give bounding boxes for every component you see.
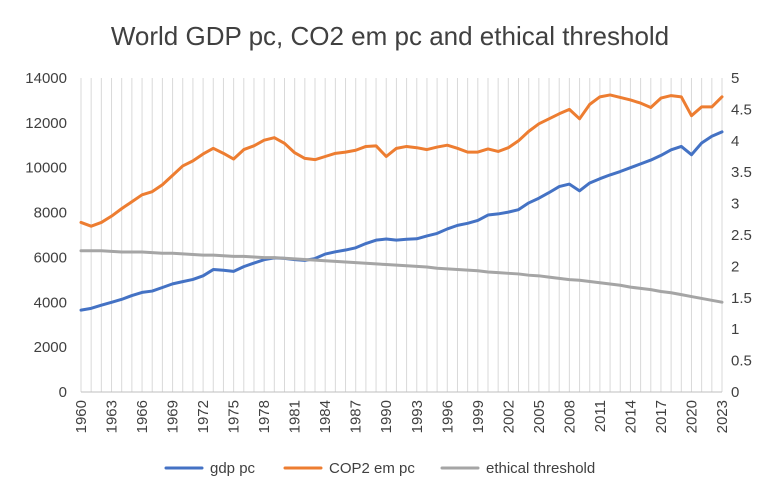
y-tick-label: 6000 <box>34 249 67 266</box>
series-line-cop2-em-pc <box>79 93 724 228</box>
y2-tick-label: 5 <box>731 70 739 87</box>
x-tick-label: 2005 <box>531 400 548 433</box>
x-tick-label: 1993 <box>409 400 426 433</box>
legend-label: gdp pc <box>210 460 256 477</box>
x-tick-label: 1996 <box>439 400 456 433</box>
series-line-gdp-pc <box>79 130 724 312</box>
legend-label: ethical threshold <box>486 460 595 477</box>
x-tick-label: 1984 <box>317 400 334 433</box>
x-tick-label: 2014 <box>622 400 639 433</box>
legend-item-gdp-pc: gdp pc <box>164 460 256 477</box>
x-tick-label: 1978 <box>256 400 273 433</box>
x-tick-label: 1999 <box>470 400 487 433</box>
y2-tick-label: 0 <box>731 384 739 401</box>
y2-tick-label: 0.5 <box>731 353 752 370</box>
y-tick-label: 2000 <box>34 339 67 356</box>
series-lines <box>79 93 724 312</box>
x-tick-label: 1975 <box>226 400 243 433</box>
x-tick-label: 1981 <box>287 400 304 433</box>
y2-tick-label: 1.5 <box>731 290 752 307</box>
gridlines <box>80 78 723 392</box>
y2-tick-label: 4.5 <box>731 101 752 118</box>
x-tick-label: 2017 <box>653 400 670 433</box>
legend-item-ethical-threshold: ethical threshold <box>440 460 595 477</box>
y2-tick-label: 1 <box>731 321 739 338</box>
x-tick-label: 1960 <box>73 400 90 433</box>
x-tick-label: 2002 <box>500 400 517 433</box>
x-tick-label: 2023 <box>714 400 731 433</box>
x-tick-label: 2011 <box>592 400 609 432</box>
series-line-ethical-threshold <box>79 249 724 304</box>
legend: gdp pc COP2 em pc ethical threshold <box>164 460 595 477</box>
y-tick-label: 14000 <box>25 70 67 87</box>
y2-tick-label: 3 <box>731 196 739 213</box>
y2-tick-label: 2 <box>731 258 739 275</box>
y2-tick-label: 4 <box>731 133 739 150</box>
y-tick-label: 4000 <box>34 294 67 311</box>
x-tick-label: 2020 <box>683 400 700 433</box>
axes: 1960 1963 1966 1969 1972 1975 1978 1981 1984 1987… <box>25 70 752 433</box>
y-tick-label: 10000 <box>25 160 67 177</box>
x-tick-label: 1990 <box>378 400 395 433</box>
x-tick-label: 1963 <box>104 400 121 433</box>
x-tick-label: 2008 <box>561 400 578 433</box>
y-tick-label: 0 <box>59 384 67 401</box>
legend-label: COP2 em pc <box>329 460 415 477</box>
y2-tick-label: 2.5 <box>731 227 752 244</box>
x-tick-label: 1969 <box>165 400 182 433</box>
legend-item-cop2-em-pc: COP2 em pc <box>283 460 415 477</box>
x-tick-label: 1987 <box>348 400 365 433</box>
y-tick-label: 12000 <box>25 115 67 132</box>
x-tick-label: 1972 <box>195 400 212 433</box>
y-tick-label: 8000 <box>34 205 67 222</box>
chart-title: World GDP pc, CO2 em pc and ethical thre… <box>111 21 669 51</box>
x-tick-label: 1966 <box>134 400 151 433</box>
y2-tick-label: 3.5 <box>731 164 752 181</box>
